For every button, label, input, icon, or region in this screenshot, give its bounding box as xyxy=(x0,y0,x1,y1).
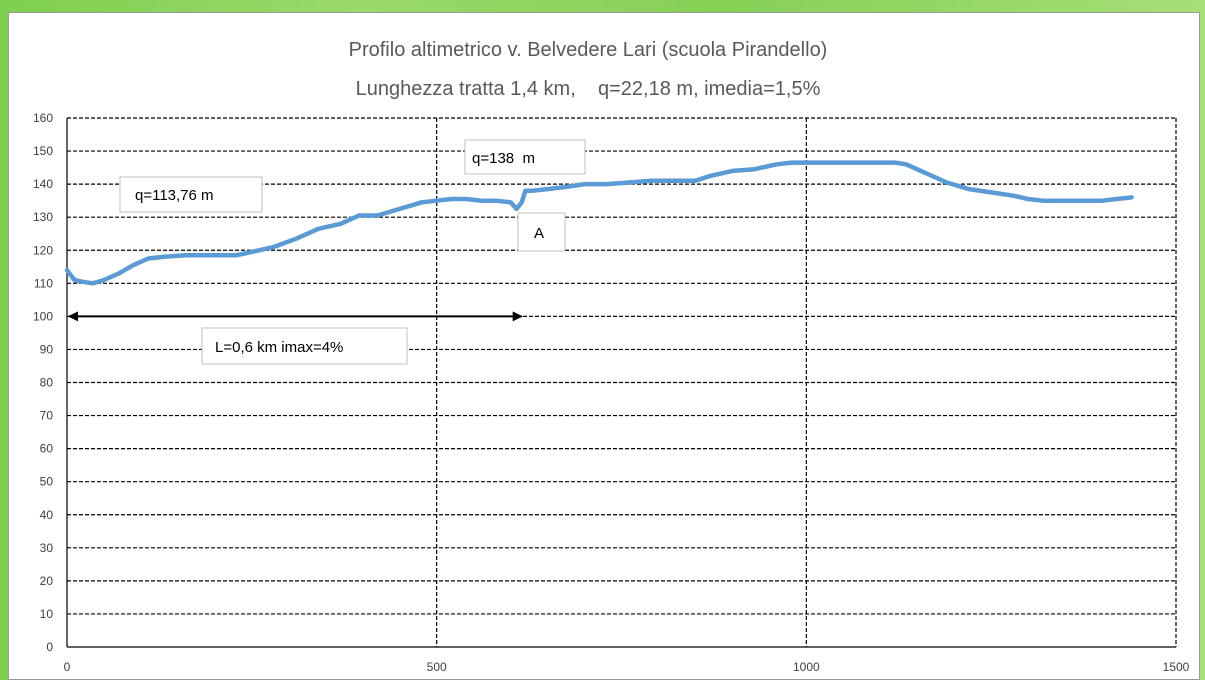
grid-layer xyxy=(66,117,1177,648)
y-tick-label: 60 xyxy=(40,442,54,456)
x-tick-label: 500 xyxy=(427,660,447,674)
chart-title: Profilo altimetrico v. Belvedere Lari (s… xyxy=(349,39,828,61)
y-tick-label: 30 xyxy=(40,541,54,555)
y-tick-label: 130 xyxy=(33,210,53,224)
callout-q-peak-label: q=138 m xyxy=(472,150,535,167)
y-tick-label: 160 xyxy=(33,111,53,125)
elevation-profile-line xyxy=(64,160,1134,286)
series-layer xyxy=(64,160,1134,286)
callout-slope-box xyxy=(201,327,408,365)
y-tick-label: 120 xyxy=(33,243,53,257)
x-tick-label: 0 xyxy=(64,660,71,674)
callout-point-a: A xyxy=(517,212,566,252)
chart-subtitle: Lunghezza tratta 1,4 km, q=22,18 m, imed… xyxy=(356,78,821,100)
callout-point-a-box xyxy=(517,212,566,252)
callout-q-start: q=113,76 m xyxy=(119,176,263,213)
callout-q-start-label: q=113,76 m xyxy=(135,187,214,204)
y-tick-label: 70 xyxy=(40,409,54,423)
y-tick-label: 20 xyxy=(40,574,54,588)
x-tick-label: 1000 xyxy=(793,660,820,674)
y-tick-label: 0 xyxy=(46,640,53,654)
y-tick-label: 50 xyxy=(40,475,54,489)
y-tick-label: 140 xyxy=(33,177,53,191)
y-tick-label: 110 xyxy=(34,276,53,290)
callout-q-start-box xyxy=(119,176,263,213)
callout-point-a-label: A xyxy=(534,225,544,242)
y-tick-label: 150 xyxy=(33,144,53,158)
callout-slope: L=0,6 km imax=4% xyxy=(201,327,408,365)
x-tick-label: 1500 xyxy=(1163,660,1190,674)
y-tick-label: 80 xyxy=(40,376,54,390)
tick-layer: 0 10 20 30 40 50 60 70 80 90 100 110 120 130 140 150 160… xyxy=(33,111,1190,674)
callout-q-peak: q=138 m xyxy=(464,139,586,175)
y-tick-label: 10 xyxy=(40,607,54,621)
callout-slope-label: L=0,6 km imax=4% xyxy=(215,339,343,356)
y-tick-label: 100 xyxy=(33,309,53,323)
y-tick-label: 40 xyxy=(40,508,54,522)
callout-q-peak-box xyxy=(464,139,586,175)
y-tick-label: 90 xyxy=(40,342,54,356)
